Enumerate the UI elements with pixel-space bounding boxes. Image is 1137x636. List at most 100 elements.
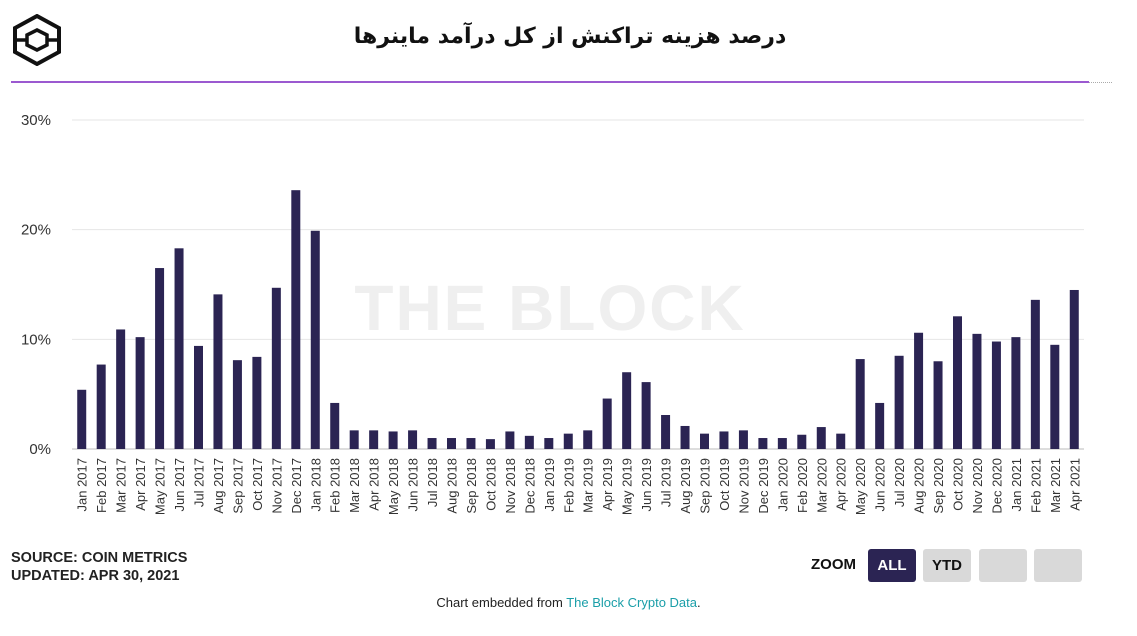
bar[interactable] <box>836 433 846 449</box>
bar[interactable] <box>213 294 223 449</box>
x-tick-label: Apr 2021 <box>1067 458 1082 511</box>
x-tick-label: Feb 2018 <box>328 458 343 513</box>
bar[interactable] <box>271 287 281 449</box>
bar[interactable] <box>252 356 262 449</box>
x-tick-label: Feb 2020 <box>795 458 810 513</box>
bar[interactable] <box>485 439 495 449</box>
x-tick-label: Sep 2019 <box>698 458 713 514</box>
bar[interactable] <box>174 248 184 449</box>
bar[interactable] <box>758 438 768 449</box>
x-tick-label: Oct 2018 <box>483 458 498 511</box>
x-tick-label: Dec 2018 <box>522 458 537 514</box>
x-tick-label: Sep 2018 <box>464 458 479 514</box>
x-tick-label: Feb 2017 <box>94 458 109 513</box>
x-tick-label: Mar 2021 <box>1048 458 1063 513</box>
bar[interactable] <box>933 361 943 449</box>
bar-chart: 0% 10% 20% 30% THE BLOCK Jan 2017 Feb 2017 Ma… <box>21 112 1084 515</box>
x-tick-label: Jan 2020 <box>775 458 790 512</box>
x-tick-label: Jul 2019 <box>659 458 674 507</box>
embed-prefix: Chart embedded from <box>436 595 567 610</box>
y-tick-label: 0% <box>29 441 51 458</box>
x-tick-label: Jul 2018 <box>425 458 440 507</box>
bar[interactable] <box>680 425 690 449</box>
bar[interactable] <box>369 430 379 449</box>
bar[interactable] <box>388 431 398 449</box>
bar[interactable] <box>855 359 865 449</box>
bar[interactable] <box>641 382 651 449</box>
source-block: SOURCE: COIN METRICS UPDATED: APR 30, 20… <box>11 549 187 585</box>
bar[interactable] <box>77 389 87 449</box>
bar[interactable] <box>505 431 515 449</box>
x-tick-label: Mar 2018 <box>347 458 362 513</box>
watermark: THE BLOCK <box>354 272 745 344</box>
bar[interactable] <box>991 341 1001 449</box>
bar[interactable] <box>544 438 554 449</box>
x-tick-label: May 2020 <box>853 458 868 515</box>
x-tick-label: Apr 2018 <box>367 458 382 511</box>
bar[interactable] <box>155 268 165 449</box>
bar[interactable] <box>1011 337 1021 449</box>
bar[interactable] <box>1030 299 1040 449</box>
x-tick-label: Jun 2020 <box>873 458 888 512</box>
embed-link[interactable]: The Block Crypto Data <box>566 595 697 610</box>
x-tick-label: Mar 2017 <box>114 458 129 513</box>
x-tick-label: Jan 2018 <box>308 458 323 512</box>
x-tick-label: Sep 2017 <box>230 458 245 514</box>
x-tick-label: Oct 2020 <box>951 458 966 511</box>
bar[interactable] <box>524 435 534 449</box>
bar[interactable] <box>116 329 126 449</box>
bar[interactable] <box>622 372 632 449</box>
x-tick-label: Apr 2019 <box>600 458 615 511</box>
source-text: SOURCE: COIN METRICS <box>11 550 188 566</box>
zoom-option-4-button[interactable] <box>1034 549 1082 582</box>
x-tick-label: Apr 2017 <box>133 458 148 511</box>
bar[interactable] <box>738 430 748 449</box>
bar[interactable] <box>777 438 787 449</box>
y-tick-label: 10% <box>21 331 51 348</box>
x-tick-label: Jul 2020 <box>892 458 907 507</box>
bar[interactable] <box>427 438 437 449</box>
bar[interactable] <box>797 434 807 449</box>
bar[interactable] <box>700 433 709 449</box>
x-tick-label: Jun 2019 <box>639 458 654 512</box>
header-divider-tail <box>1089 82 1112 83</box>
bar[interactable] <box>816 427 826 449</box>
bar[interactable] <box>563 433 573 449</box>
bar[interactable] <box>349 430 359 449</box>
zoom-all-button[interactable]: ALL <box>868 549 916 582</box>
bar[interactable] <box>953 316 962 449</box>
bar[interactable] <box>602 398 612 449</box>
bar[interactable] <box>232 360 242 449</box>
x-tick-label: Jun 2018 <box>406 458 421 512</box>
x-tick-label: Jan 2019 <box>542 458 557 512</box>
bar[interactable] <box>135 337 145 449</box>
bar[interactable] <box>875 402 885 449</box>
bar[interactable] <box>447 438 456 449</box>
zoom-ytd-button[interactable]: YTD <box>923 549 971 582</box>
bar[interactable] <box>194 345 203 449</box>
bar[interactable] <box>719 431 729 449</box>
bar[interactable] <box>466 438 476 449</box>
bar[interactable] <box>661 415 671 449</box>
header-divider <box>11 81 1089 83</box>
bar[interactable] <box>894 355 904 449</box>
x-tick-label: Dec 2019 <box>756 458 771 514</box>
zoom-option-3-button[interactable] <box>979 549 1027 582</box>
x-tick-label: Feb 2019 <box>561 458 576 513</box>
x-tick-label: Aug 2018 <box>445 458 460 514</box>
bar[interactable] <box>1050 344 1060 449</box>
bar[interactable] <box>330 402 340 449</box>
bar[interactable] <box>310 230 320 449</box>
bar[interactable] <box>972 333 982 449</box>
chart-title: درصد هزینه تراکنش از کل درآمد ماینرها <box>353 24 787 49</box>
bar[interactable] <box>96 364 106 449</box>
x-tick-label: Apr 2020 <box>834 458 849 511</box>
bar[interactable] <box>291 190 301 450</box>
bar[interactable] <box>408 430 418 449</box>
bar[interactable] <box>1069 289 1079 449</box>
bar[interactable] <box>914 332 924 449</box>
x-tick-label: Oct 2017 <box>250 458 265 511</box>
bar[interactable] <box>583 430 593 449</box>
x-tick-label: Dec 2017 <box>289 458 304 514</box>
x-tick-label: May 2017 <box>153 458 168 515</box>
